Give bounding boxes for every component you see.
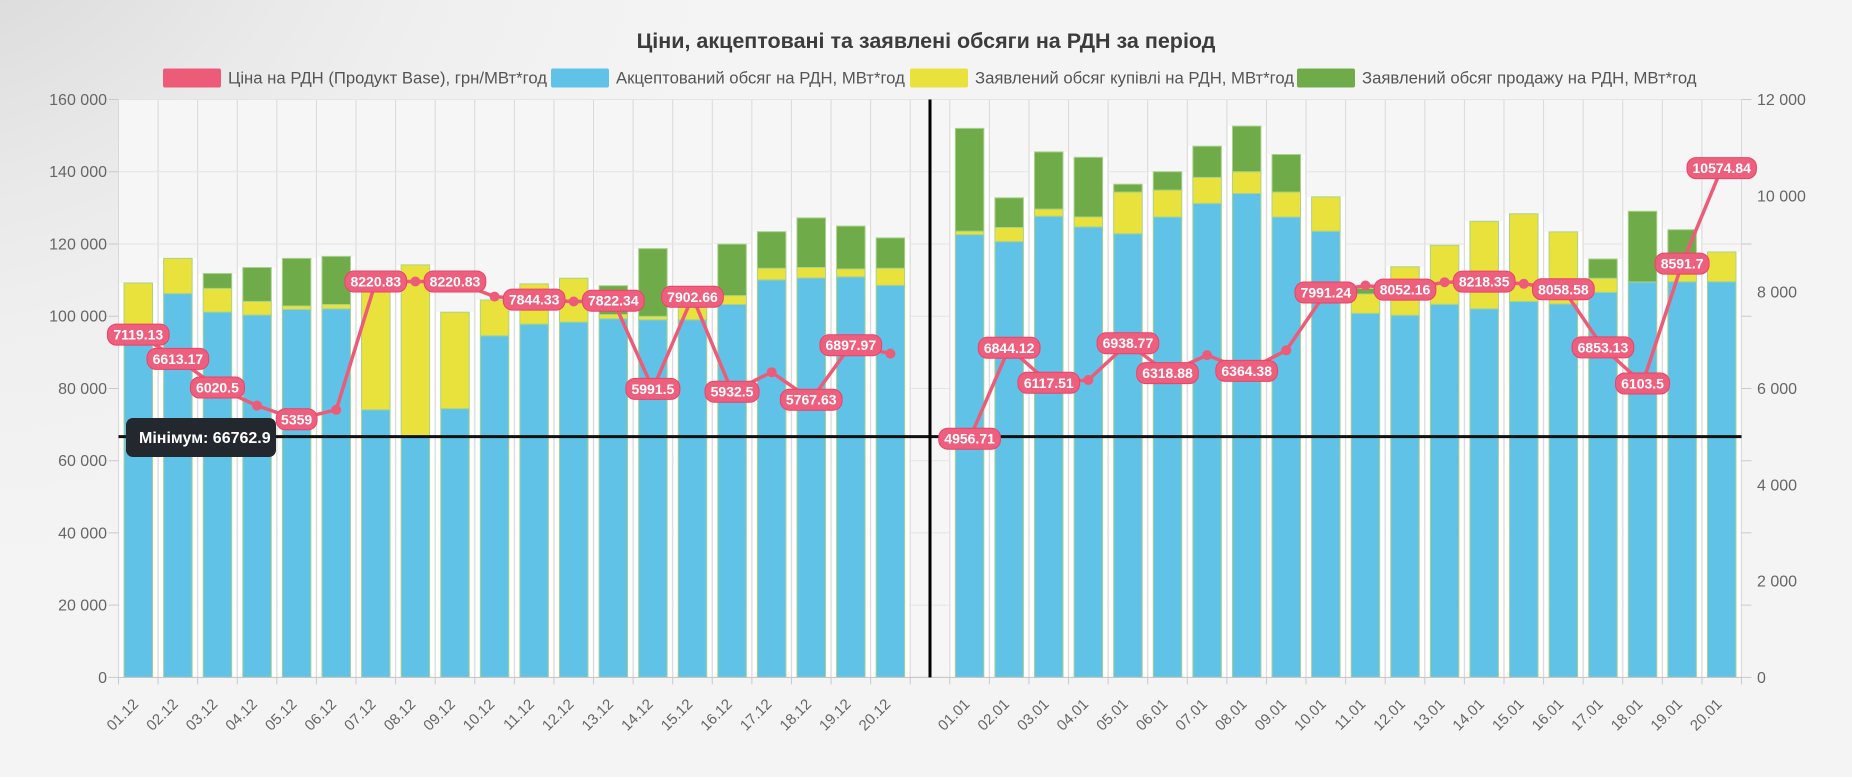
- svg-text:7991.24: 7991.24: [1301, 285, 1352, 301]
- svg-text:6117.51: 6117.51: [1024, 375, 1074, 391]
- svg-text:12 000: 12 000: [1757, 92, 1806, 109]
- svg-text:10 000: 10 000: [1757, 188, 1806, 205]
- svg-text:6853.13: 6853.13: [1578, 339, 1629, 355]
- svg-text:6844.12: 6844.12: [984, 340, 1035, 356]
- svg-text:8220.83: 8220.83: [430, 274, 481, 290]
- svg-text:140 000: 140 000: [49, 164, 107, 181]
- svg-text:Акцептований обсяг на РДН, МВт: Акцептований обсяг на РДН, МВт*год: [616, 69, 905, 88]
- svg-text:100 000: 100 000: [49, 309, 107, 326]
- svg-text:6103.5: 6103.5: [1621, 376, 1664, 392]
- svg-text:7902.66: 7902.66: [667, 289, 718, 305]
- svg-text:5359: 5359: [281, 411, 312, 427]
- svg-text:60 000: 60 000: [58, 453, 107, 470]
- svg-text:6020.5: 6020.5: [196, 380, 239, 396]
- svg-text:2 000: 2 000: [1757, 574, 1797, 591]
- svg-text:160 000: 160 000: [49, 92, 107, 109]
- svg-text:0: 0: [98, 670, 107, 687]
- svg-text:4956.71: 4956.71: [944, 431, 995, 447]
- svg-text:5767.63: 5767.63: [786, 392, 837, 408]
- svg-text:7844.33: 7844.33: [509, 292, 560, 308]
- svg-text:Заявлений обсяг купівлі на РДН: Заявлений обсяг купівлі на РДН, МВт*год: [975, 69, 1294, 88]
- svg-text:5991.5: 5991.5: [631, 381, 674, 397]
- svg-text:8591.7: 8591.7: [1661, 256, 1704, 272]
- svg-text:0: 0: [1757, 670, 1766, 687]
- svg-text:7119.13: 7119.13: [113, 327, 163, 343]
- svg-text:8218.35: 8218.35: [1459, 274, 1510, 290]
- svg-text:Ціни, акцептовані та заявлені: Ціни, акцептовані та заявлені обсяги на …: [637, 29, 1216, 53]
- svg-text:10574.84: 10574.84: [1693, 160, 1752, 176]
- svg-text:Мінімум: 66762.9: Мінімум: 66762.9: [139, 430, 271, 447]
- svg-text:Ціна на РДН (Продукт Base), гр: Ціна на РДН (Продукт Base), грн/МВт*год: [228, 69, 547, 88]
- svg-text:5932.5: 5932.5: [711, 384, 754, 400]
- svg-text:120 000: 120 000: [49, 236, 107, 253]
- svg-text:6 000: 6 000: [1757, 381, 1797, 398]
- svg-text:6938.77: 6938.77: [1103, 335, 1154, 351]
- svg-text:7822.34: 7822.34: [588, 293, 639, 309]
- svg-text:20 000: 20 000: [58, 598, 107, 615]
- svg-text:8052.16: 8052.16: [1380, 282, 1431, 298]
- svg-text:8058.58: 8058.58: [1538, 281, 1589, 297]
- svg-text:6318.88: 6318.88: [1142, 365, 1193, 381]
- svg-text:80 000: 80 000: [58, 381, 107, 398]
- svg-text:6897.97: 6897.97: [826, 337, 877, 353]
- svg-text:6613.17: 6613.17: [153, 351, 204, 367]
- svg-text:40 000: 40 000: [58, 525, 107, 542]
- svg-text:6364.38: 6364.38: [1221, 363, 1272, 379]
- svg-text:4 000: 4 000: [1757, 477, 1797, 494]
- svg-text:8220.83: 8220.83: [350, 274, 401, 290]
- svg-text:Заявлений обсяг продажу на РДН: Заявлений обсяг продажу на РДН, МВт*год: [1362, 69, 1697, 88]
- svg-text:8 000: 8 000: [1757, 285, 1797, 302]
